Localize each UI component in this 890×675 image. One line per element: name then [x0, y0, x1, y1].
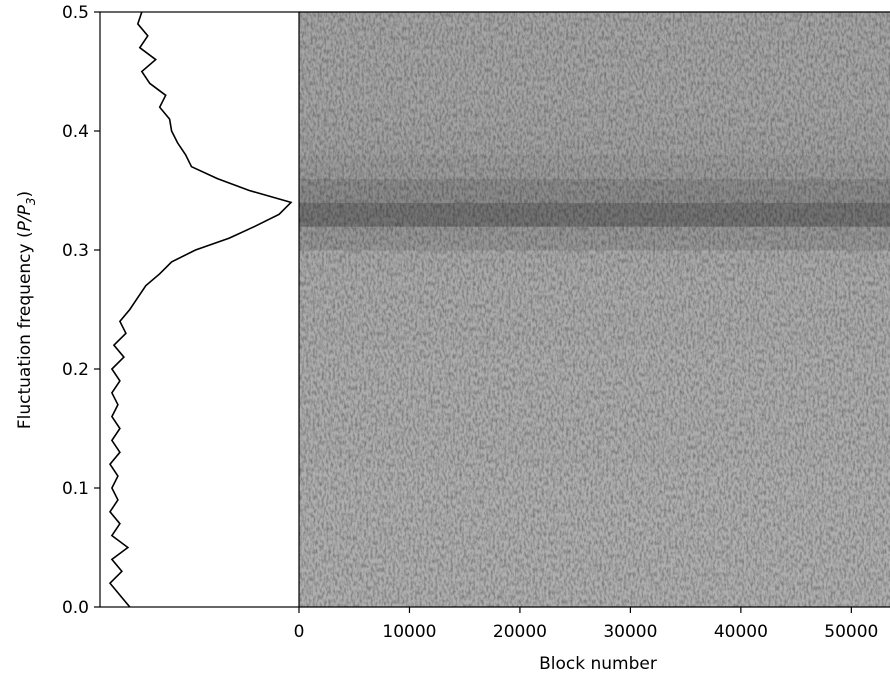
- y-tick-label: 0.4: [62, 122, 89, 142]
- right-axes-frame: [299, 11, 890, 608]
- x-tick-label: 0: [294, 622, 305, 642]
- y-axis-label: Fluctuation frequency (P/P3): [15, 191, 38, 429]
- left-axes-frame: [99, 11, 300, 608]
- noise-texture: [299, 12, 890, 607]
- y-tick-label: 0.0: [62, 598, 89, 618]
- y-tick-label: 0.1: [62, 479, 89, 499]
- spectrum-line: [108, 11, 293, 608]
- y-tick-label: 0.2: [62, 360, 89, 380]
- x-tick-label: 30000: [603, 622, 657, 642]
- x-tick-label: 50000: [824, 622, 878, 642]
- x-tick-label: 20000: [493, 622, 547, 642]
- x-axis-label: Block number: [539, 654, 657, 674]
- x-tick-label: 40000: [714, 622, 768, 642]
- y-tick-label: 0.3: [62, 241, 89, 261]
- y-tick-label: 0.5: [62, 3, 89, 23]
- x-tick-label: 10000: [382, 622, 436, 642]
